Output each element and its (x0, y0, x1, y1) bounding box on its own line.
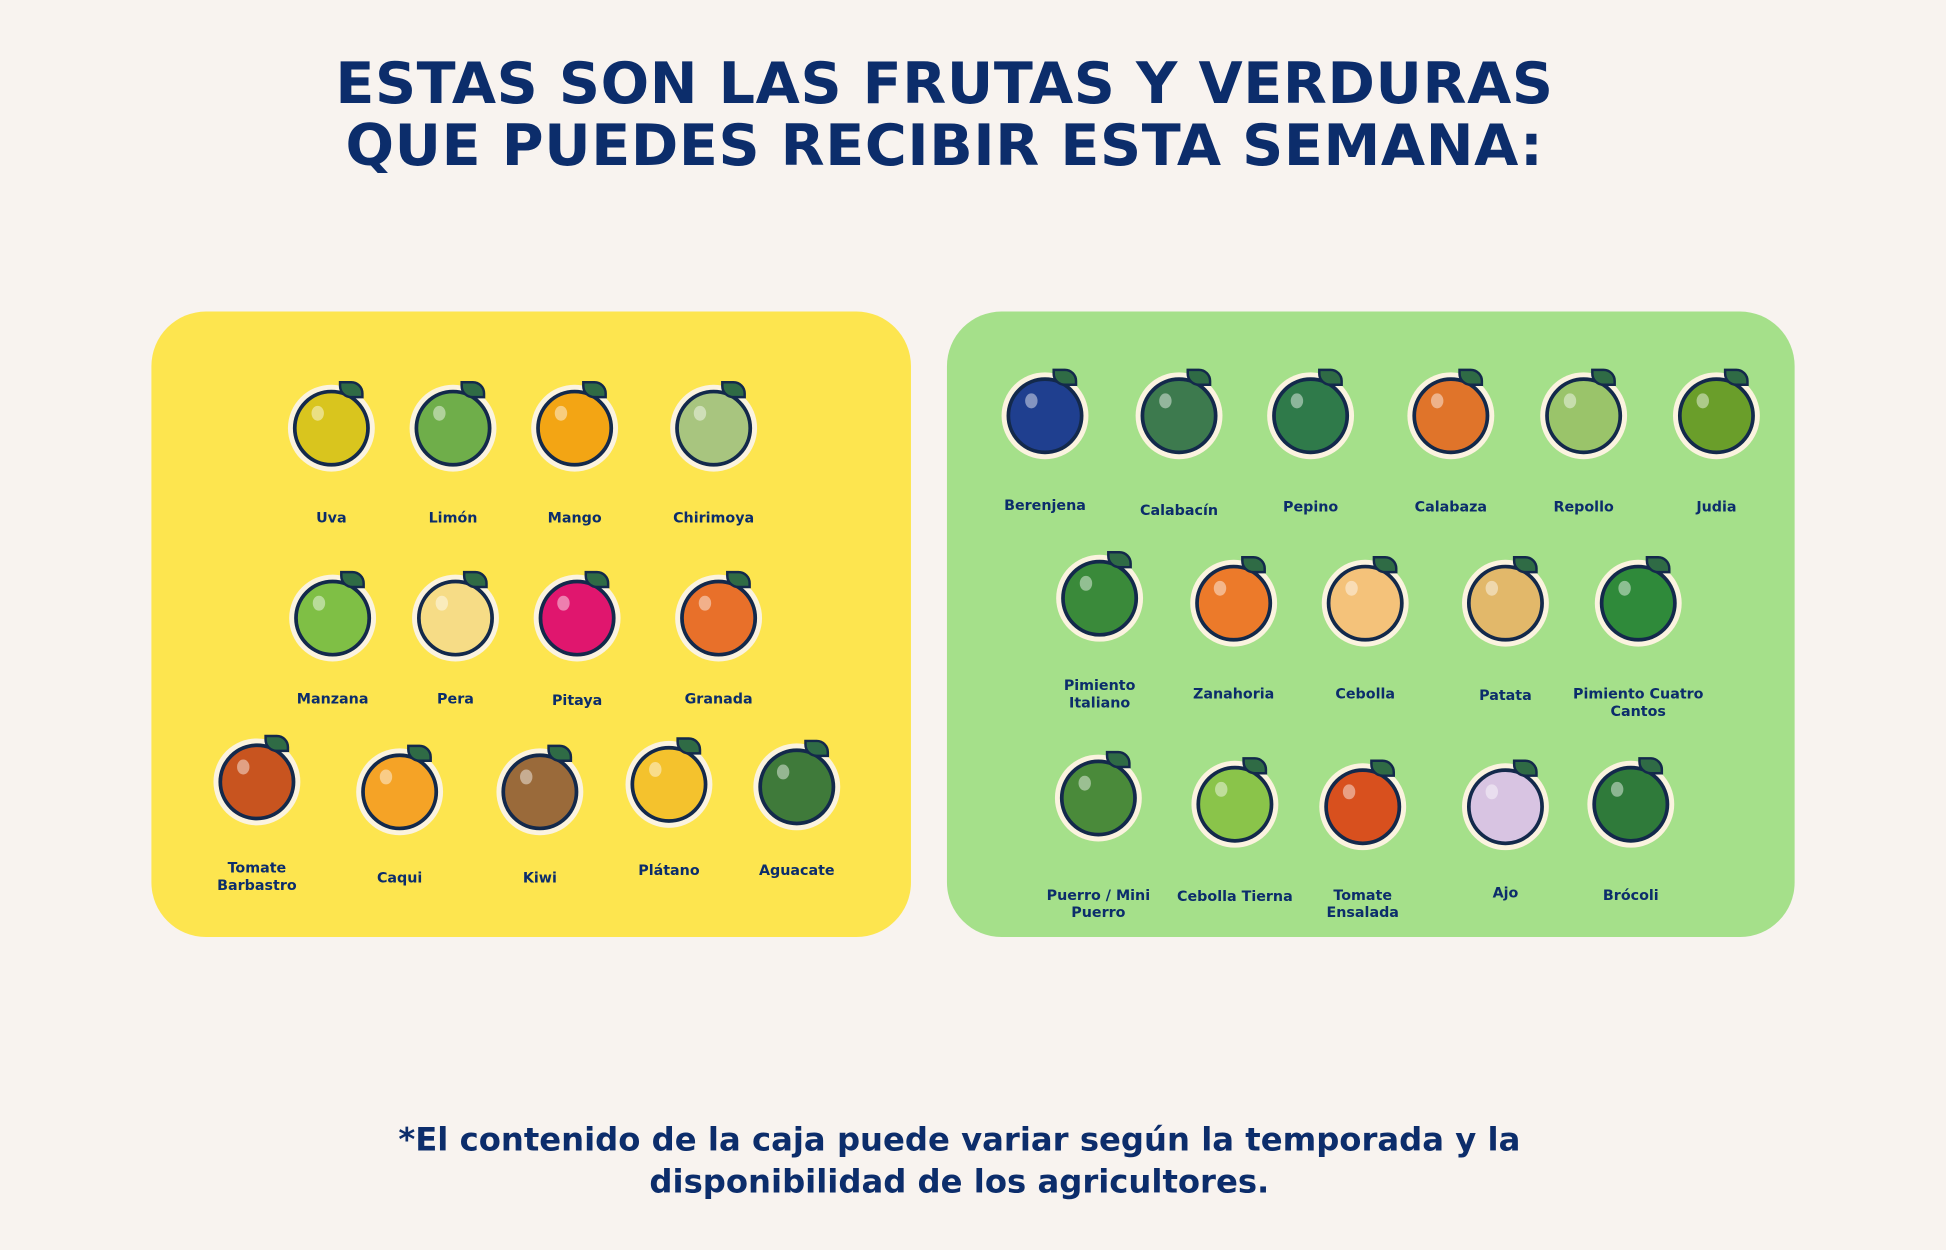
tomato-icon (1324, 759, 1402, 846)
vegetables-label: Repollo (1553, 497, 1614, 516)
dragon-fruit-icon (538, 570, 616, 657)
eggplant-icon (1006, 368, 1084, 455)
vegetables-label: Calabacín (1140, 501, 1219, 519)
zucchini-icon (1140, 368, 1218, 455)
potato-icon (1466, 556, 1544, 642)
kiwi-icon (501, 744, 579, 831)
broccoli-icon (1592, 757, 1670, 843)
vegetables-label: Judia (1696, 497, 1737, 516)
leaf-icon (1591, 368, 1616, 386)
leaf-icon (582, 381, 607, 399)
footer-line-2: disponibilidad de los agricultores. (649, 1164, 1270, 1202)
leaf-icon (340, 570, 365, 589)
vegetables-label: Pepino (1282, 497, 1339, 516)
title-line-1: ESTAS SON LAS FRUTAS Y VERDURAS (335, 49, 1554, 117)
leaf-icon (1638, 757, 1664, 775)
vegetables-label: Puerro / Mini Puerro (1046, 886, 1151, 921)
fruits-label: Tomate Barbastro (217, 858, 297, 894)
vegetables-label: Ajo (1492, 883, 1519, 902)
fruits-panel (151, 311, 911, 938)
vegetables-label: Cebolla Tierna (1177, 887, 1293, 905)
grapes-icon (292, 381, 370, 467)
leaf-icon (804, 739, 830, 758)
leaf-icon (1052, 368, 1078, 386)
fruits-label: Pitaya (551, 691, 603, 709)
onion-icon (1326, 556, 1404, 642)
leek-icon (1059, 750, 1137, 837)
vegetables-label: Cebolla (1335, 685, 1396, 703)
fruits-label: Plátano (638, 861, 700, 879)
title-line-2: QUE PUEDES RECIBIR ESTA SEMANA: (345, 111, 1544, 179)
leaf-icon (1372, 556, 1398, 574)
spring-onion-icon (1196, 757, 1274, 843)
cabbage-icon (1545, 368, 1623, 455)
leaf-icon (1242, 757, 1268, 775)
bell-pepper-icon (1599, 556, 1677, 642)
leaf-icon (1241, 556, 1266, 574)
vegetables-label: Calabaza (1414, 497, 1488, 516)
fruits-label: Chirimoya (673, 508, 755, 527)
fruits-label: Pera (437, 690, 474, 708)
pumpkin-icon (1412, 368, 1490, 455)
leaf-icon (676, 737, 702, 755)
leaf-icon (1512, 759, 1538, 777)
lime-icon (414, 381, 492, 467)
leaf-icon (460, 381, 486, 399)
fruits-label: Granada (684, 690, 753, 708)
garlic-icon (1466, 759, 1544, 846)
leaf-icon (407, 744, 432, 763)
tomato-icon (218, 734, 296, 821)
italian-pepper-icon (1061, 551, 1139, 637)
mango-icon (536, 381, 614, 467)
fruits-label: Manzana (296, 690, 369, 708)
apple-icon (294, 570, 372, 657)
leaf-icon (1370, 759, 1395, 777)
leaf-icon (1458, 368, 1484, 386)
pear-icon (417, 570, 494, 657)
vegetables-label: Zanahoria (1192, 685, 1275, 703)
pomegranate-icon (680, 570, 758, 657)
leaf-icon (1645, 556, 1671, 574)
fruits-label: Kiwi (522, 868, 557, 887)
leaf-icon (547, 744, 573, 763)
vegetables-label: Pimiento Cuatro Cantos (1572, 685, 1704, 720)
leaf-icon (721, 381, 746, 399)
footer-line-1: *El contenido de la caja puede variar se… (398, 1121, 1521, 1160)
cucumber-icon (1272, 368, 1350, 455)
custard-apple-icon (675, 381, 753, 467)
fruits-label: Uva (316, 508, 347, 527)
leaf-icon (584, 570, 610, 589)
leaf-icon (338, 381, 364, 399)
leaf-icon (264, 734, 290, 753)
vegetables-label: Patata (1479, 686, 1532, 704)
page-title: ESTAS SON LAS FRUTAS Y VERDURAS QUE PUED… (0, 52, 1889, 176)
leaf-icon (1723, 368, 1749, 386)
persimmon-icon (361, 744, 439, 831)
fruits-label: Caqui (376, 868, 423, 887)
footer-note: *El contenido de la caja puede variar se… (0, 1119, 1919, 1203)
vegetables-label: Pimiento Italiano (1063, 676, 1136, 712)
fruits-label: Limón (428, 508, 478, 527)
fruits-label: Mango (547, 508, 602, 527)
leaf-icon (1318, 368, 1343, 386)
vegetables-label: Brócoli (1602, 886, 1659, 904)
banana-icon (630, 737, 708, 823)
fruits-label: Aguacate (758, 861, 835, 879)
leaf-icon (1105, 750, 1131, 769)
avocado-icon (758, 739, 836, 826)
vegetables-label: Tomate Ensalada (1326, 886, 1399, 921)
green-bean-icon (1677, 368, 1755, 455)
leaf-icon (726, 570, 751, 589)
leaf-icon (1186, 368, 1212, 386)
carrot-icon (1195, 556, 1273, 642)
vegetables-label: Berenjena (1004, 496, 1086, 514)
leaf-icon (462, 570, 488, 589)
leaf-icon (1107, 551, 1132, 569)
leaf-icon (1512, 556, 1538, 574)
